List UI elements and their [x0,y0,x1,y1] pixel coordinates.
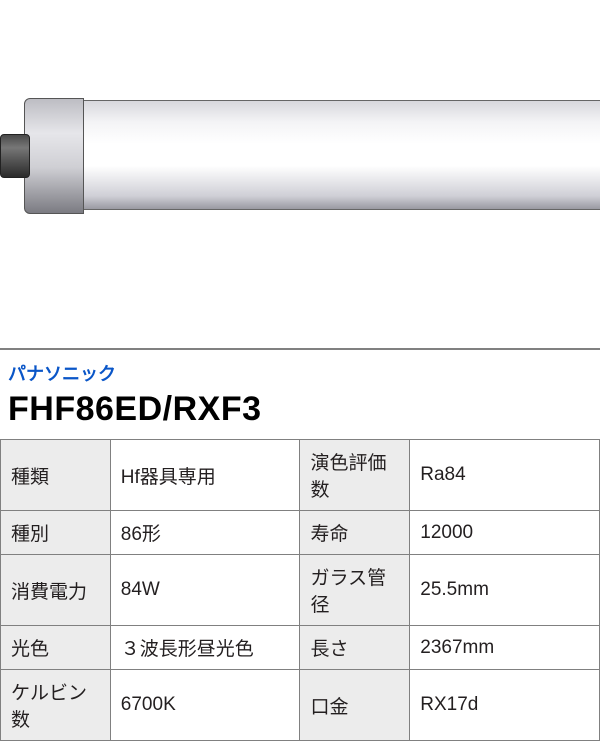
spec-label-color: 光色 [1,626,111,670]
spec-value-base: RX17d [410,670,600,741]
spec-value-diameter: 25.5mm [410,555,600,626]
spec-label-length: 長さ [300,626,410,670]
spec-value-power: 84W [110,555,300,626]
spec-value-color: ３波長形昼光色 [110,626,300,670]
spec-table: 種類 Hf器具専用 演色評価数 Ra84 種別 86形 寿命 12000 消費電… [0,439,600,741]
table-row: ケルビン数 6700K 口金 RX17d [1,670,600,741]
fluorescent-tube-pin-plate [0,134,30,178]
fluorescent-tube-cap [24,98,84,214]
spec-label-form: 種別 [1,511,111,555]
spec-label-life: 寿命 [300,511,410,555]
table-row: 種類 Hf器具専用 演色評価数 Ra84 [1,440,600,511]
spec-value-kelvin: 6700K [110,670,300,741]
table-row: 消費電力 84W ガラス管径 25.5mm [1,555,600,626]
spec-value-life: 12000 [410,511,600,555]
spec-label-diameter: ガラス管径 [300,555,410,626]
spec-value-length: 2367mm [410,626,600,670]
spec-label-type: 種類 [1,440,111,511]
spec-value-type: Hf器具専用 [110,440,300,511]
brand-name: パナソニック [0,350,600,390]
table-row: 光色 ３波長形昼光色 長さ 2367mm [1,626,600,670]
spec-label-cri: 演色評価数 [300,440,410,511]
fluorescent-tube-body [60,100,600,210]
spec-value-form: 86形 [110,511,300,555]
table-row: 種別 86形 寿命 12000 [1,511,600,555]
spec-value-cri: Ra84 [410,440,600,511]
model-number: FHF86ED/RXF3 [0,390,600,439]
spec-label-kelvin: ケルビン数 [1,670,111,741]
spec-label-power: 消費電力 [1,555,111,626]
product-image [0,0,600,350]
spec-label-base: 口金 [300,670,410,741]
